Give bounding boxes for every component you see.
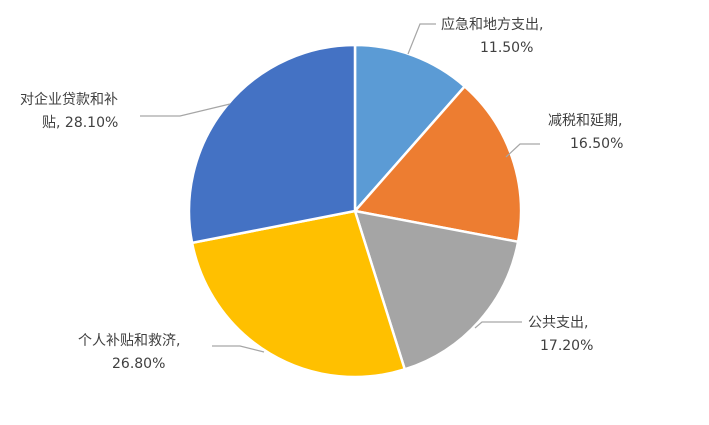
slice-value-public-spending: 17.20% [540,338,593,354]
leader-line-business-loans [140,103,231,117]
slice-label-business-loans: 对企业贷款和补 [20,91,118,108]
data-label-emergency-local: 应急和地方支出, 11.50% [441,16,548,56]
data-label-business-loans: 对企业贷款和补 贴, 28.10% [20,91,122,131]
data-label-tax-cuts: 减税和延期, 16.50% [548,113,627,152]
leader-line-tax-cuts [505,143,540,158]
leader-lines [140,23,540,353]
slice-label-public-spending: 公共支出, [528,315,588,331]
pie-slice-business-loans [187,43,357,245]
leader-line-emergency-local [407,23,436,55]
leader-line-public-spending [474,321,522,329]
data-label-personal-subsidies: 个人补贴和救济, 26.80% [78,333,185,372]
data-label-public-spending: 公共支出, 17.20% [528,315,593,354]
slice-value-tax-cuts: 16.50% [570,136,623,152]
slice-value-business-loans: 贴, 28.10% [42,115,118,131]
pie-slice-personal-subsidies [190,209,407,379]
pie-slice-tax-cuts [352,84,523,244]
leader-line-personal-subsidies [212,345,265,353]
pie-slice-emergency-local [353,43,467,215]
slice-value-emergency-local: 11.50% [480,40,533,56]
slice-label-personal-subsidies: 个人补贴和救济, [78,333,180,349]
pie-slices [187,43,523,379]
slice-value-personal-subsidies: 26.80% [112,356,165,372]
slice-label-tax-cuts: 减税和延期, [548,113,622,129]
pie-slice-public-spending [353,209,520,371]
slice-label-emergency-local: 应急和地方支出, [441,16,543,33]
